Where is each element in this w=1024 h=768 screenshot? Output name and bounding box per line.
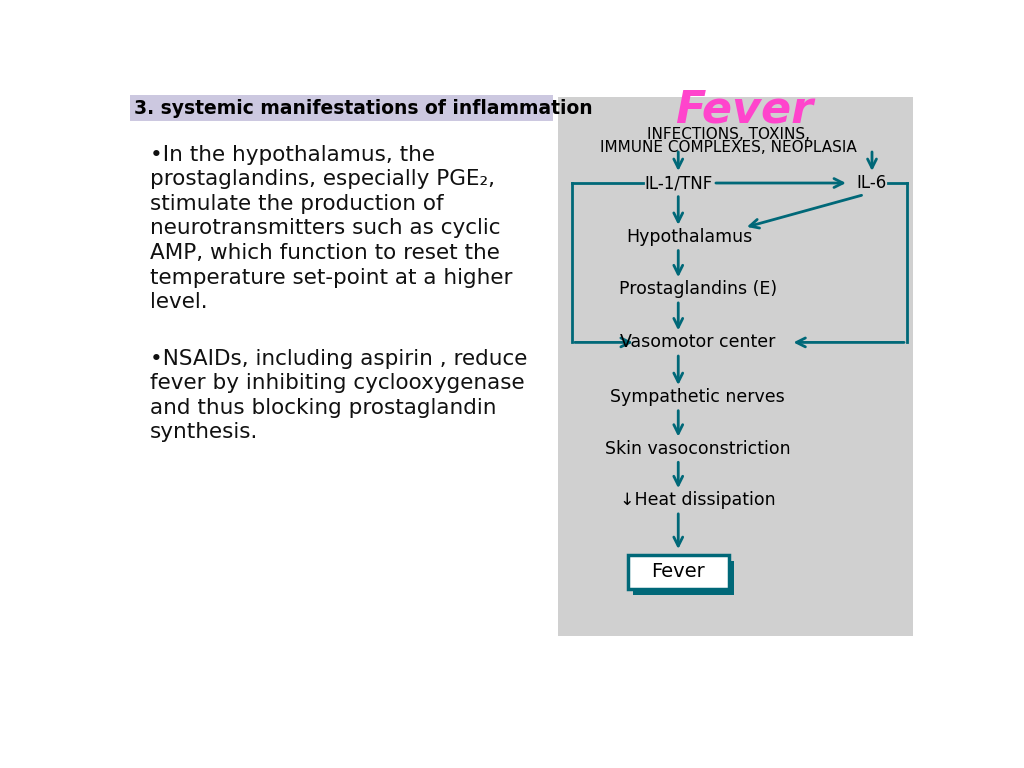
- Text: Prostaglandins (E): Prostaglandins (E): [618, 280, 776, 298]
- Text: 3. systemic manifestations of inflammation: 3. systemic manifestations of inflammati…: [134, 99, 593, 118]
- Text: AMP, which function to reset the: AMP, which function to reset the: [150, 243, 500, 263]
- Text: Vasomotor center: Vasomotor center: [620, 333, 775, 352]
- FancyBboxPatch shape: [558, 97, 913, 636]
- Text: and thus blocking prostaglandin: and thus blocking prostaglandin: [150, 398, 497, 418]
- Text: Fever: Fever: [675, 88, 813, 131]
- Text: INFECTIONS, TOXINS,: INFECTIONS, TOXINS,: [647, 127, 810, 142]
- Text: level.: level.: [150, 293, 207, 313]
- Text: IMMUNE COMPLEXES, NEOPLASIA: IMMUNE COMPLEXES, NEOPLASIA: [600, 140, 857, 155]
- Text: prostaglandins, especially PGE₂,: prostaglandins, especially PGE₂,: [150, 169, 495, 189]
- Text: Skin vasoconstriction: Skin vasoconstriction: [605, 439, 791, 458]
- Text: •In the hypothalamus, the: •In the hypothalamus, the: [150, 144, 435, 164]
- Text: •NSAIDs, including aspirin , reduce: •NSAIDs, including aspirin , reduce: [150, 349, 527, 369]
- FancyBboxPatch shape: [633, 561, 734, 595]
- Text: neurotransmitters such as cyclic: neurotransmitters such as cyclic: [150, 218, 500, 238]
- Text: ↓Heat dissipation: ↓Heat dissipation: [620, 492, 775, 509]
- Text: IL-1/TNF: IL-1/TNF: [644, 174, 713, 192]
- Text: Fever: Fever: [651, 562, 706, 581]
- Text: fever by inhibiting cyclooxygenase: fever by inhibiting cyclooxygenase: [150, 373, 524, 393]
- Text: Hypothalamus: Hypothalamus: [627, 228, 753, 246]
- Text: stimulate the production of: stimulate the production of: [150, 194, 443, 214]
- Text: temperature set-point at a higher: temperature set-point at a higher: [150, 268, 512, 288]
- Text: IL-6: IL-6: [857, 174, 887, 192]
- FancyBboxPatch shape: [628, 555, 729, 589]
- Text: Sympathetic nerves: Sympathetic nerves: [610, 388, 785, 406]
- FancyBboxPatch shape: [130, 95, 553, 121]
- Text: synthesis.: synthesis.: [150, 422, 258, 442]
